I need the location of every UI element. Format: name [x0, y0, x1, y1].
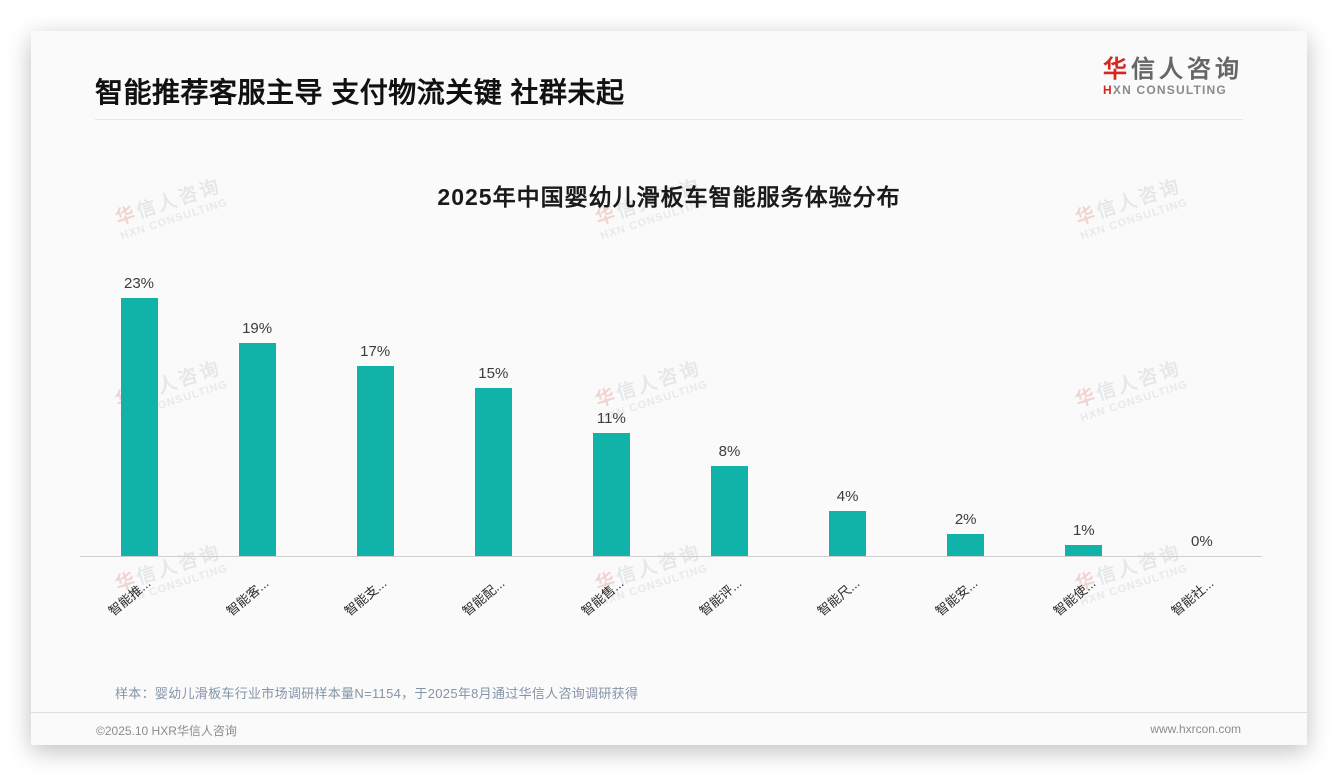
- logo-en-rest: XN CONSULTING: [1112, 83, 1227, 98]
- logo-en-accent: H: [1103, 83, 1113, 98]
- bar-value-label: 8%: [718, 443, 741, 460]
- bar-value-label: 15%: [478, 365, 509, 382]
- bar: [474, 388, 512, 556]
- bar-value-label: 17%: [360, 343, 391, 360]
- x-tick-label: 智能配...: [460, 575, 508, 619]
- company-logo: 华信人咨询 HXN CONSULTING: [1103, 56, 1243, 97]
- bar: [238, 343, 276, 556]
- bar-value-label: 4%: [836, 488, 859, 505]
- header-divider: [95, 119, 1243, 120]
- bar-value-label: 2%: [954, 511, 977, 528]
- bar: [356, 366, 394, 556]
- copyright-text: ©2025.10 HXR华信人咨询: [96, 724, 237, 738]
- x-tick-label: 智能使...: [1050, 575, 1099, 619]
- bar: [120, 298, 158, 556]
- page-title: 智能推荐客服主导 支付物流关键 社群未起: [95, 77, 625, 108]
- bar-value-label: 11%: [596, 410, 626, 427]
- website-url: www.hxrcon.com: [1150, 722, 1241, 736]
- bar: [947, 534, 985, 556]
- bar: [592, 433, 630, 556]
- bar-chart: 2025年中国婴幼儿滑板车智能服务体验分布 23% 智能推... 19% 智能客...…: [31, 120, 1307, 620]
- sample-footnote: 样本：婴幼儿滑板车行业市场调研样本量N=1154，于2025年8月通过华信人咨询…: [115, 686, 639, 701]
- x-tick-label: 智能社...: [1168, 575, 1217, 619]
- bar-value-label: 19%: [242, 320, 273, 337]
- x-axis-line: [80, 556, 1262, 557]
- logo-zh-rest: 信人咨询: [1131, 56, 1243, 83]
- x-tick-label: 智能评...: [696, 575, 745, 619]
- x-tick-label: 智能推...: [105, 575, 154, 619]
- logo-english-name: HXN CONSULTING: [1103, 83, 1243, 97]
- chart-title: 2025年中国婴幼儿滑板车智能服务体验分布: [437, 184, 901, 210]
- report-card: 智能推荐客服主导 支付物流关键 社群未起 华信人咨询 HXN CONSULTIN…: [31, 31, 1307, 745]
- bar-value-label: 1%: [1072, 522, 1095, 539]
- report-footer: ©2025.10 HXR华信人咨询 www.hxrcon.com: [31, 712, 1307, 745]
- bar-value-label: 0%: [1191, 533, 1213, 550]
- x-tick-label: 智能安...: [932, 575, 981, 619]
- bar: [1065, 545, 1103, 556]
- bar-value-label: 23%: [123, 275, 155, 292]
- bar: [829, 511, 867, 556]
- report-header: 智能推荐客服主导 支付物流关键 社群未起 华信人咨询 HXN CONSULTIN…: [31, 31, 1307, 120]
- x-tick-label: 智能支...: [341, 575, 390, 619]
- logo-zh-accent: 华: [1103, 56, 1131, 83]
- bar: [711, 466, 748, 556]
- logo-chinese-name: 华信人咨询: [1103, 56, 1243, 83]
- x-tick-label: 智能客...: [223, 575, 272, 619]
- x-tick-label: 智能售...: [578, 575, 626, 619]
- x-tick-label: 智能尺...: [814, 575, 863, 619]
